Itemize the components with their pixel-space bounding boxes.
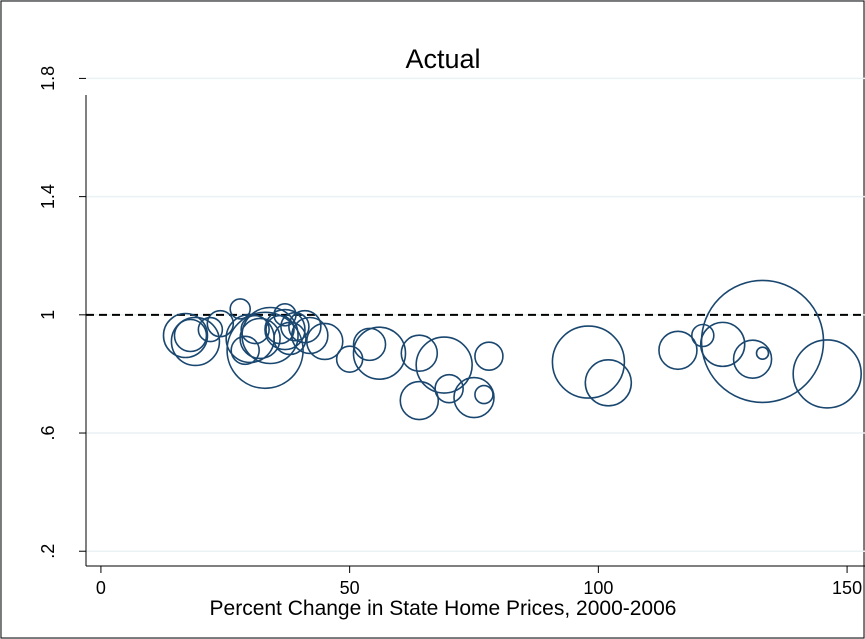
x-axis-label: Percent Change in State Home Prices, 200… [210, 597, 677, 620]
data-point [264, 308, 306, 351]
data-point [700, 279, 825, 404]
data-point [280, 311, 310, 342]
data-point [170, 316, 221, 367]
data-point [229, 298, 252, 320]
data-point [400, 334, 439, 373]
data-point [399, 380, 440, 421]
data-point [434, 373, 464, 404]
data-point [197, 316, 224, 343]
x-tick-label: 150 [832, 578, 862, 598]
data-point [240, 314, 270, 345]
x-tick-label: 50 [340, 578, 360, 598]
y-tick-label: 1 [38, 310, 58, 320]
x-tick-label: 100 [583, 578, 613, 598]
x-tick-label: 0 [96, 578, 106, 598]
data-point [265, 314, 295, 345]
data-points [162, 279, 862, 421]
data-point [551, 325, 626, 399]
axis-ticks: .2 .6 1 1.4 1.8 0 50 100 150 [38, 66, 862, 598]
data-point [305, 322, 344, 361]
data-point [162, 312, 209, 359]
data-point [474, 341, 504, 371]
y-tick-label: 1.4 [38, 184, 58, 209]
data-point [291, 316, 329, 355]
data-point [230, 335, 260, 366]
chart-title: Actual [405, 44, 480, 74]
data-point [239, 317, 281, 360]
data-point [288, 309, 322, 344]
y-tick-label: .6 [38, 426, 58, 441]
data-point [206, 309, 235, 338]
data-point [584, 358, 633, 407]
y-tick-label: .2 [38, 544, 58, 559]
data-point [732, 339, 773, 379]
data-point [453, 376, 495, 419]
data-point [792, 339, 862, 409]
data-point [241, 306, 299, 365]
data-point [755, 346, 770, 361]
data-point [691, 323, 715, 348]
y-tick-label: 1.8 [38, 66, 58, 91]
data-point [658, 330, 698, 371]
data-point [273, 303, 297, 327]
data-point [352, 326, 407, 381]
data-point [474, 384, 494, 405]
gridlines [86, 77, 865, 552]
data-point [415, 336, 473, 394]
data-point [699, 321, 746, 368]
data-point [226, 311, 304, 390]
data-point [173, 318, 208, 353]
